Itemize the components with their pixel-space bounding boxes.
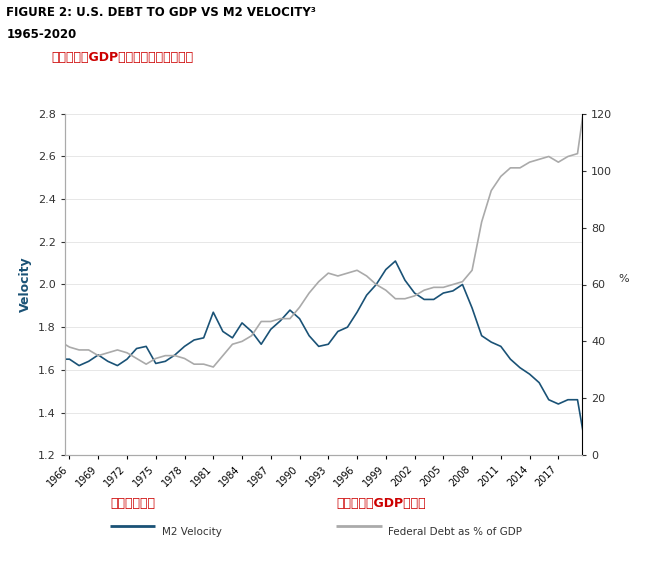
Text: 货币流通速度: 货币流通速度 [110, 497, 155, 510]
Text: 1965-2020: 1965-2020 [6, 28, 77, 42]
Y-axis label: Velocity: Velocity [19, 257, 32, 312]
Text: FIGURE 2: U.S. DEBT TO GDP VS M2 VELOCITY³: FIGURE 2: U.S. DEBT TO GDP VS M2 VELOCIT… [6, 6, 316, 19]
Y-axis label: %: % [619, 274, 629, 284]
Text: M2 Velocity: M2 Velocity [162, 527, 222, 537]
Text: Federal Debt as % of GDP: Federal Debt as % of GDP [388, 527, 522, 537]
Text: 美国债务占GDP的比率: 美国债务占GDP的比率 [336, 497, 426, 510]
Text: 美国债务占GDP的比率与货币流通速度: 美国债务占GDP的比率与货币流通速度 [52, 51, 194, 64]
